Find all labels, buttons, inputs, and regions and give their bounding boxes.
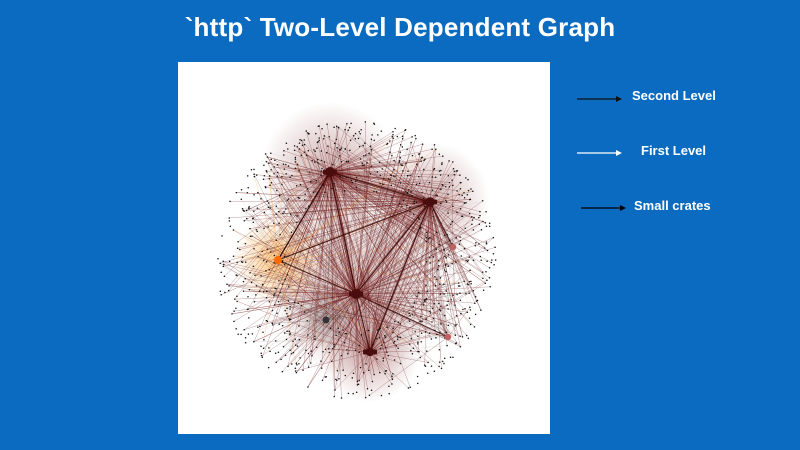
legend-label-second-level: Second Level — [632, 88, 716, 103]
legend-label-small-crates: Small crates — [634, 198, 711, 213]
second-level-arrow-icon — [577, 96, 622, 102]
first-level-arrow-icon — [577, 150, 622, 156]
graph-hub-node — [449, 243, 457, 251]
graph-hub-node — [444, 333, 452, 341]
legend-label-first-level: First Level — [641, 143, 707, 158]
graph-canvas — [217, 102, 497, 402]
legend-first-level: First Level — [576, 143, 776, 163]
slide-title: `http` Two-Level Dependent Graph — [184, 12, 616, 42]
legend-small-crates: Small crates — [580, 198, 780, 218]
graph-hub-node — [322, 316, 330, 324]
legend-second-level: Second Level — [576, 88, 776, 108]
graph-hub-node — [274, 256, 282, 264]
small-crates-arrow-icon — [581, 205, 626, 211]
dependency-graph — [178, 62, 550, 434]
